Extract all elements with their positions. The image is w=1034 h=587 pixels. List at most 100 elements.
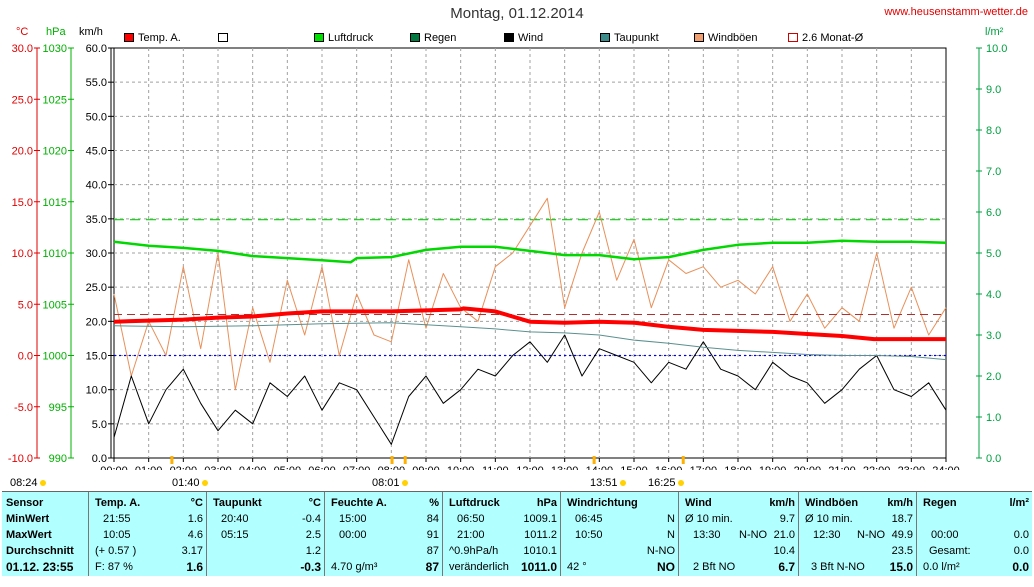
pressure-tick-label: 990: [49, 453, 67, 465]
x-tick-label: 14:00: [586, 465, 614, 470]
pressure-tick-label: 1020: [43, 146, 67, 158]
event-marker-label: 01:40: [172, 477, 208, 489]
gust-beaufort-note: 3 Bft N-NO: [811, 561, 865, 573]
legend-swatch: [218, 33, 228, 42]
x-tick-label: 19:00: [759, 465, 787, 470]
x-tick-label: 23:00: [898, 465, 926, 470]
wind-beaufort-note: 2 Bft NO: [693, 561, 736, 573]
legend-item: Wind: [504, 31, 543, 45]
wind-tick-label: 15.0: [86, 351, 107, 363]
legend-item: [218, 31, 232, 45]
hum-current-note: 4.70 g/m³: [331, 561, 378, 573]
temp-tick-label: -5.0: [14, 402, 33, 414]
wind-max-time: 13:30: [693, 529, 721, 541]
dew-header: Taupunkt: [213, 497, 262, 509]
rain-tick-label: 8.0: [986, 125, 1001, 137]
press-trend-note: ^0.9hPa/h: [449, 545, 499, 557]
series-line-windb-en: [113, 197, 947, 391]
website-url[interactable]: www.heusenstamm-wetter.de: [884, 6, 1028, 18]
wind-tick-label: 10.0: [86, 385, 107, 397]
stats-col-humidity: Feuchte A.% 15:00 84 00:00 91 87 4.70 g/m³…: [324, 492, 443, 576]
dew-min-value: -0.4: [302, 513, 321, 525]
dir-current-value: NO: [657, 560, 675, 574]
legend-label: Taupunkt: [614, 32, 659, 44]
x-tick-label: 12:00: [516, 465, 544, 470]
legend-swatch: [504, 33, 514, 42]
hum-min-value: 84: [426, 513, 439, 525]
x-tick-label: 18:00: [724, 465, 752, 470]
rain-total-label: Gesamt:: [929, 545, 971, 557]
stats-col-winddir: Windrichtung 06:45 N 10:50 N N-NO 42 ° NO: [560, 492, 679, 576]
x-tick-label: 04:00: [239, 465, 267, 470]
rain-tick-label: 5.0: [986, 248, 1001, 260]
wind-tick-label: 25.0: [86, 282, 107, 294]
legend-label: Wind: [518, 32, 544, 44]
pressure-tick-label: 1005: [43, 299, 67, 311]
pressure-tick-label: 995: [49, 402, 67, 414]
hum-max-value: 91: [426, 529, 439, 541]
rain-current-value: 0.0: [1012, 560, 1029, 574]
dew-min-time: 20:40: [221, 513, 249, 525]
x-tick-label: 22:00: [863, 465, 891, 470]
x-tick-label: 10:00: [447, 465, 475, 470]
temp-avg-note: (+ 0.57 ): [95, 545, 137, 557]
rain-total-value: 0.0: [1013, 545, 1029, 557]
dir-min-time: 06:45: [575, 513, 603, 525]
press-max-time: 21:00: [457, 529, 485, 541]
temp-min-time: 21:55: [103, 513, 131, 525]
dew-avg-value: 1.2: [305, 545, 321, 557]
stats-col-wind: Wind km/h Ø 10 min. 9.7 13:30 N-NO 21.0 10.4…: [678, 492, 799, 576]
rain-tick-label: 1.0: [986, 412, 1001, 424]
wind-avg-value: 10.4: [773, 545, 795, 557]
stats-col-pressure: Luftdruck hPa 06:50 1009.1 21:00 1011.2 ^0.…: [442, 492, 561, 576]
gust-max-direction: N-NO: [857, 529, 886, 541]
wind-min-value: 9.7: [779, 513, 795, 525]
legend-label: Regen: [424, 32, 457, 44]
legend-swatch: [124, 33, 134, 42]
temp-max-value: 4.6: [187, 529, 203, 541]
wind-tick-label: 40.0: [86, 180, 107, 192]
footer-datetime: 01.12. 23:55: [6, 560, 74, 574]
legend-swatch: [410, 33, 420, 42]
wind-tick-label: 55.0: [86, 77, 107, 89]
temp-tick-label: 20.0: [12, 146, 33, 158]
weather-chart: 30.0 25.0 20.0 15.0 10.0 5.0 0.0 -5.0 -10.0 1030 1…: [8, 43, 1008, 470]
temp-header: Temp. A.: [95, 497, 141, 509]
legend-item: Regen: [410, 31, 456, 45]
event-dot-icon: [677, 480, 684, 486]
wind-tick-label: 60.0: [86, 43, 107, 55]
pressure-tick-label: 1030: [43, 43, 67, 55]
temp-tick-label: 15.0: [12, 197, 33, 209]
temp-tick-label: 0.0: [18, 351, 33, 363]
hum-min-time: 15:00: [339, 513, 367, 525]
legend-label: 2.6 Monat-Ø: [802, 32, 864, 44]
temp-avg-value: 3.17: [181, 545, 203, 557]
x-tick-label: 00:00: [100, 465, 128, 470]
x-tick-label: 15:00: [620, 465, 648, 470]
rain-tick-label: 3.0: [986, 330, 1001, 342]
wind-tick-label: 20.0: [86, 316, 107, 328]
wind-tick-label: 50.0: [86, 111, 107, 123]
wind-max-value: 21.0: [773, 529, 795, 541]
series-line-temp-a-: [113, 306, 946, 342]
wind-tick-label: 45.0: [86, 146, 107, 158]
wind-tick-label: 35.0: [86, 214, 107, 226]
row-label-avg: Durchschnitt: [6, 545, 74, 557]
rain-max-value: 0.0: [1013, 529, 1029, 541]
dew-max-time: 05:15: [221, 529, 249, 541]
dew-max-value: 2.5: [305, 529, 321, 541]
wind-tick-label: 30.0: [86, 248, 107, 260]
series-line-luftdruck: [113, 239, 947, 264]
legend-swatch: [314, 33, 324, 42]
press-header: Luftdruck: [449, 497, 500, 509]
dir-avg-value: N-NO: [646, 545, 675, 557]
temp-current-note: F: 87 %: [95, 561, 133, 573]
pressure-tick-label: 1010: [43, 248, 67, 260]
x-tick-label: 16:00: [655, 465, 683, 470]
row-label-min: MinWert: [6, 513, 50, 525]
press-max-value: 1011.2: [524, 529, 557, 541]
hum-header: Feuchte A.: [331, 497, 387, 509]
press-current-value: 1011.0: [520, 560, 557, 574]
wind-unit-label: km/h: [79, 26, 103, 38]
pressure-unit-label: hPa: [46, 26, 66, 38]
